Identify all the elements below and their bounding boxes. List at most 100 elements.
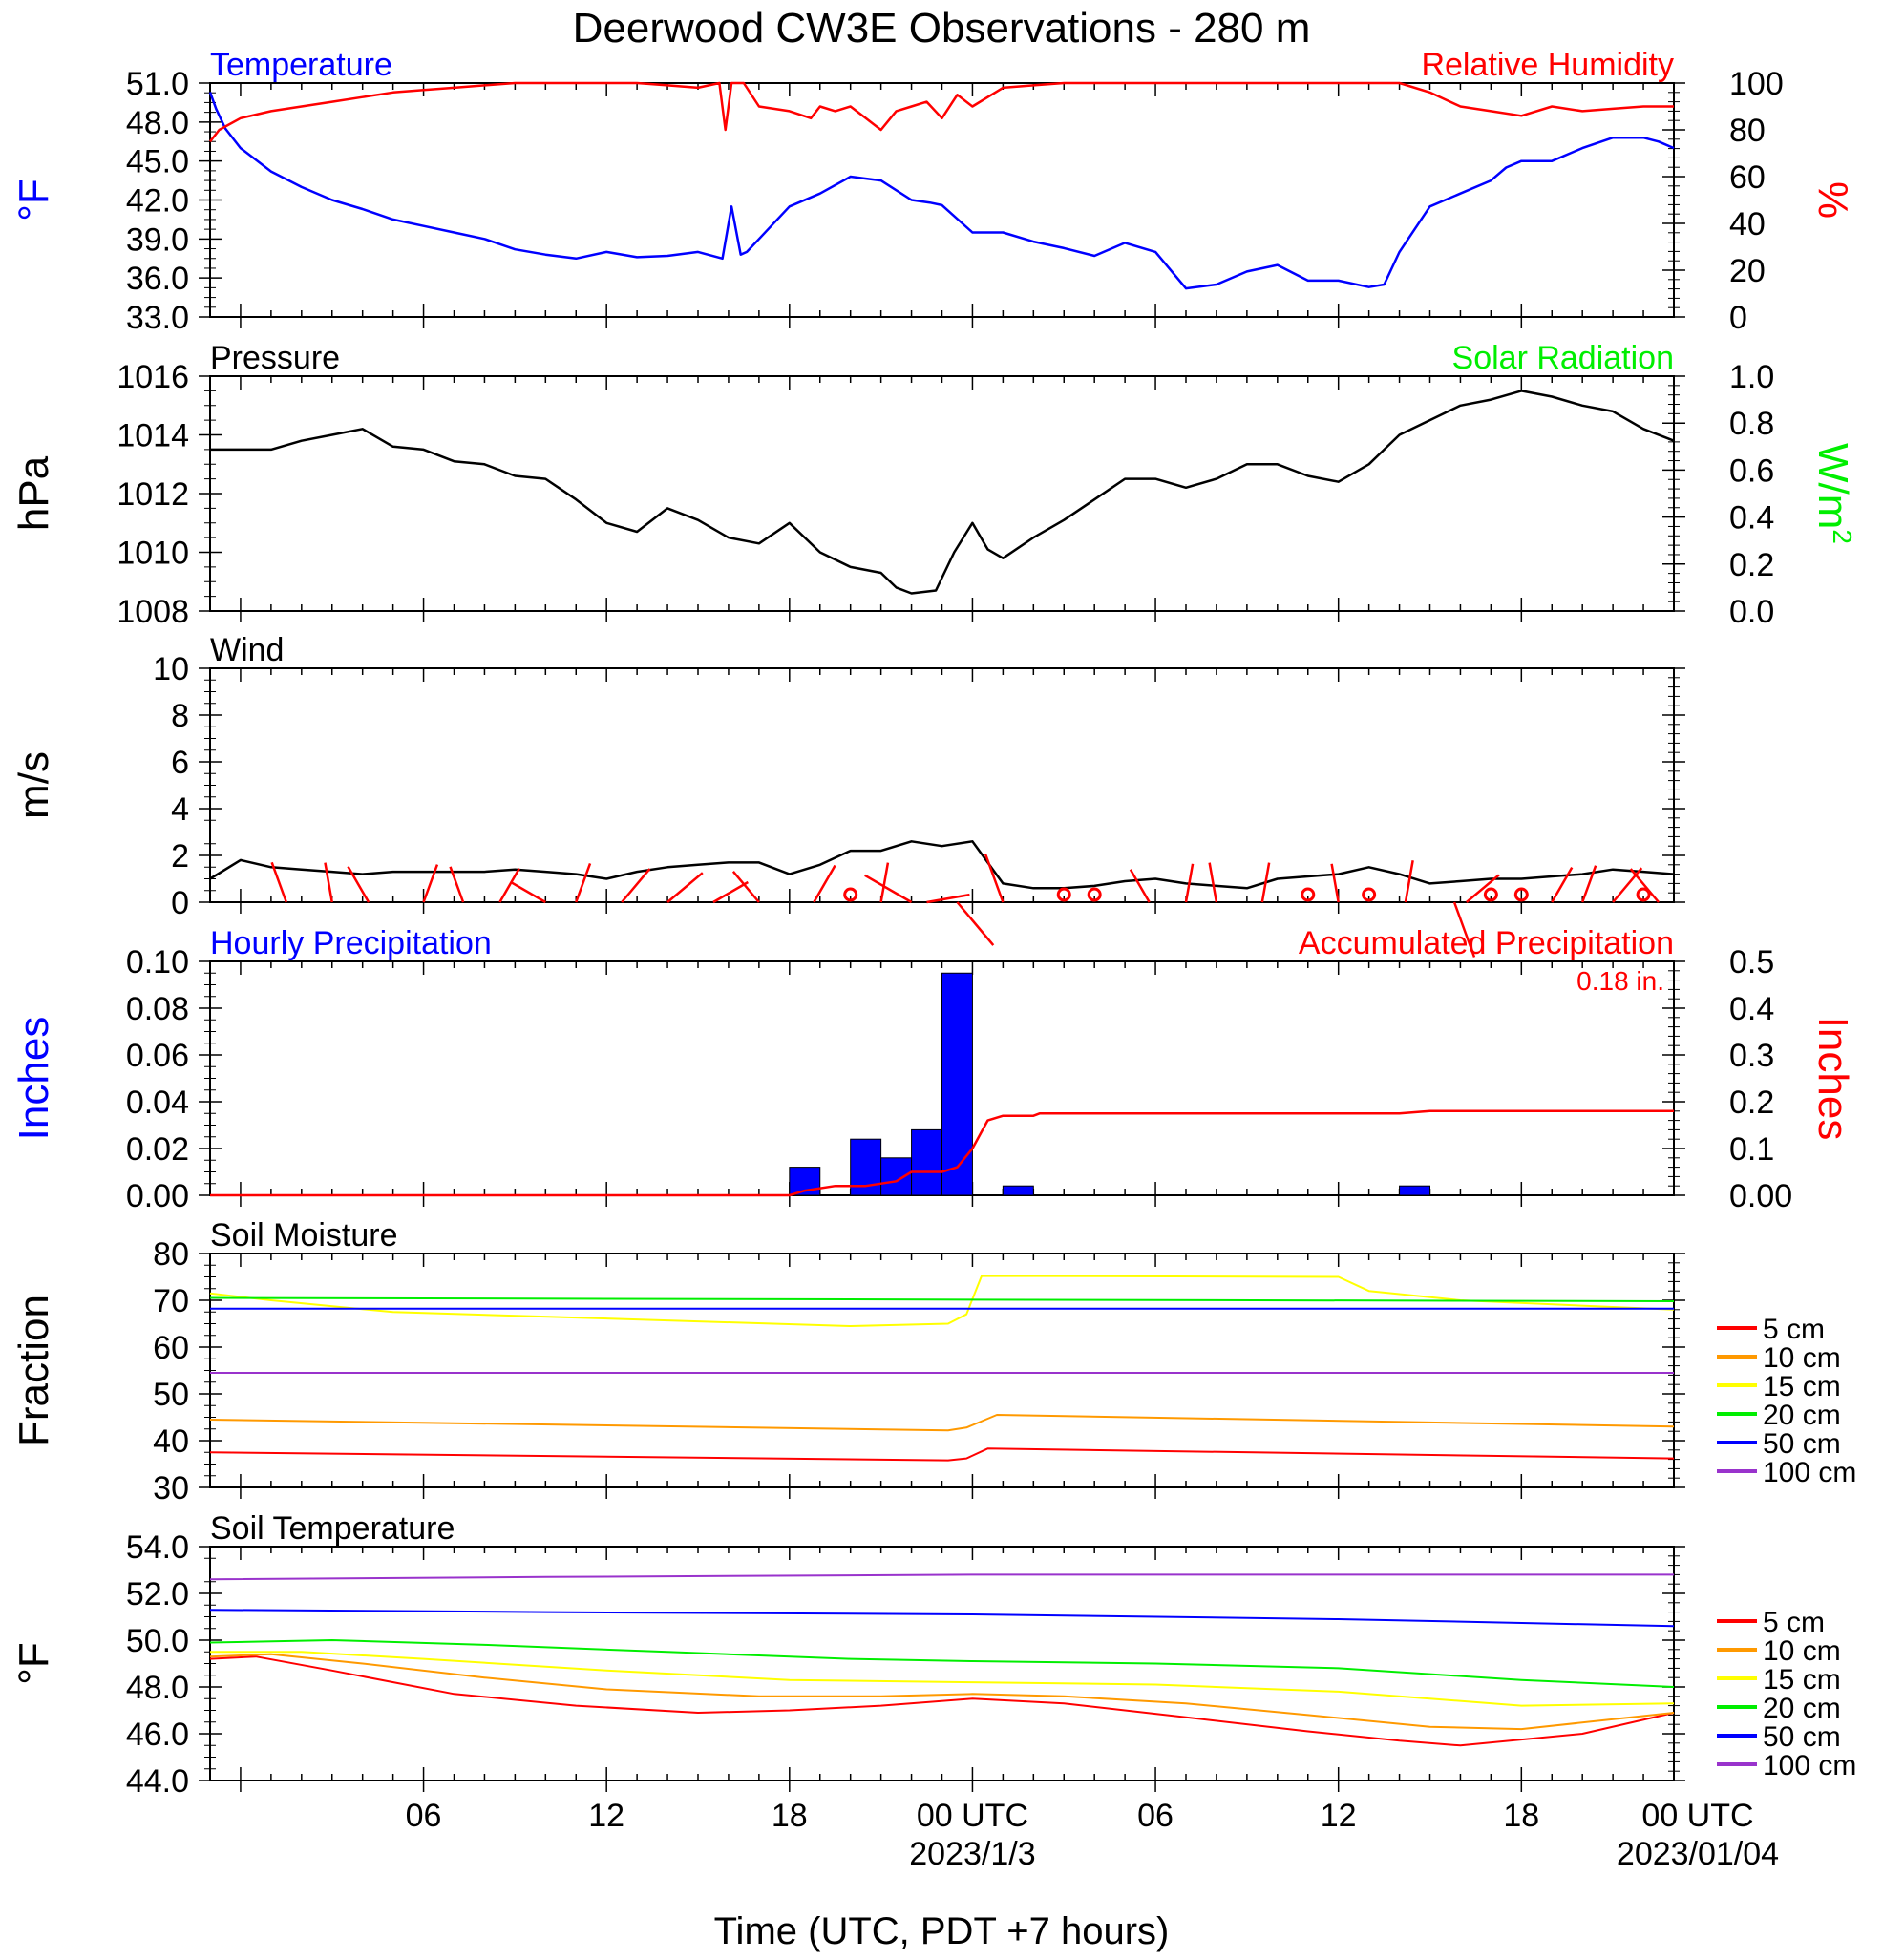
wind-calm-marker [1362,887,1377,902]
panel-temperature-humidity: 33.036.039.042.045.048.051.0 0 20 40 60 80 100… [11,47,1856,336]
y-tick-label-right: 40 [1729,206,1766,242]
y-tick-label-right: 0.00 [1729,1178,1792,1214]
y-tick-label-left: 0.10 [126,944,189,980]
wind-barb [449,866,465,903]
wind-calm-marker [1056,887,1071,902]
y-axis-label-left: Inches [11,1017,57,1141]
wind-barb [1330,863,1340,903]
y-tick-label-left: 0.00 [126,1178,189,1214]
wind-barb [1466,874,1500,903]
series-line-right [209,81,1674,143]
y-tick-label-left: 2 [171,838,189,875]
legend-entry: 100 cm [1763,1750,1856,1781]
wind-barb [1629,868,1660,903]
y-tick-label-right: 1.0 [1729,359,1774,395]
y-tick-label-right: 0 [1729,300,1747,336]
y-tick-label-right: 100 [1729,66,1784,102]
panel-title-left: Wind [210,632,284,668]
legend-entry: 5 cm [1763,1314,1825,1345]
y-axis-label-left: °F [11,179,57,221]
wind-barb [712,880,749,904]
plot-frame [209,667,1675,903]
y-tick-label-left: 0.04 [126,1085,189,1121]
wind-barb [575,862,592,903]
series-line-left [208,92,1675,290]
panel-title-left: Pressure [210,340,340,376]
series-line-20-cm [209,1296,1675,1302]
y-tick-label-left: 54.0 [126,1529,189,1566]
wind-barb [422,864,439,903]
y-tick-label-left: 1010 [116,536,189,572]
wind-barb [1452,901,1476,958]
y-tick-label-left: 70 [153,1283,189,1319]
x-tick-label: 06 [406,1798,442,1834]
series-line-right [210,1109,1674,1197]
y-tick-label-left: 0 [171,885,189,921]
y-tick-label-left: 44.0 [126,1763,189,1800]
wind-barb [1184,863,1195,903]
legend-entry: 15 cm [1763,1371,1841,1402]
series-line-5-cm [209,1655,1675,1747]
y-axis-label-right-superscript: 2 [1829,529,1858,544]
y-tick-label-left: 51.0 [126,66,189,102]
precip-bar [880,1157,913,1196]
x-tick-label: 18 [772,1798,808,1834]
x-tick-label: 12 [1321,1798,1357,1834]
y-tick-label-right: 0.5 [1729,944,1774,980]
x-tick-label: 00 UTC [1641,1798,1753,1834]
y-tick-label-left: 48.0 [126,1670,189,1706]
x-date-label: 2023/1/3 [909,1836,1035,1872]
y-tick-label-left: 50.0 [126,1623,189,1659]
y-tick-label-left: 1008 [116,594,189,630]
x-tick-label: 00 UTC [917,1798,1028,1834]
wind-barb [621,868,651,903]
wind-barb [956,901,995,946]
wind-barb [324,862,333,903]
y-tick-label-right: 0.2 [1729,1085,1774,1121]
y-tick-label-right: 0.0 [1729,594,1774,630]
chart-title: Deerwood CW3E Observations - 280 m [573,5,1311,52]
panels: 33.036.039.042.045.048.051.0020406080100… [11,47,1858,1800]
y-tick-label-right: 80 [1729,113,1766,149]
wind-barb [984,853,1005,903]
wind-barb [731,871,760,903]
wind-barb [498,868,520,903]
wind-calm-marker [1636,887,1651,902]
precip-bar [1002,1185,1034,1196]
series-line-10-cm [209,1414,1675,1432]
y-tick-label-left: 60 [153,1330,189,1366]
y-tick-label-left: 30 [153,1470,189,1507]
panel-precipitation: 0.00 0.02 0.04 0.06 0.08 0.10 0.00 0.1 0.2 0.3 0.4… [11,925,1856,1214]
panel-title-left: Soil Temperature [210,1510,455,1547]
y-tick-label-left: 52.0 [126,1576,189,1612]
legend-entry: 100 cm [1763,1457,1856,1488]
plot-frame [209,1253,1675,1488]
wind-barb [864,874,913,904]
y-axis-label-left: hPa [11,455,57,531]
y-tick-label-right: 0.3 [1729,1038,1774,1074]
legend-entry: 20 cm [1763,1400,1841,1431]
y-tick-label-left: 1012 [116,476,189,513]
x-tick-label: 06 [1137,1798,1174,1834]
legend-entry: 15 cm [1763,1664,1841,1696]
wind-barb [1260,862,1271,903]
wind-calm-marker [1483,887,1498,902]
x-tick-label: 12 [588,1798,624,1834]
y-tick-label-left: 0.02 [126,1131,189,1168]
wind-barb [1612,867,1643,903]
panel-title-left: Hourly Precipitation [210,925,492,961]
accumulated-total-label: 0.18 in. [1576,966,1664,996]
panel-soil-moisture: 30 40 50 60 70 80 Soil Moisture Fraction 5 cm10 … [11,1217,1856,1507]
y-axis-label-right: Inches [1809,1017,1856,1141]
y-tick-label-left: 1016 [116,359,189,395]
wind-barb [813,864,836,903]
series-line-left [209,840,1675,890]
y-axis-label-left: °F [11,1642,57,1684]
wind-calm-marker [1301,887,1316,902]
panel-title-left: Soil Moisture [210,1217,398,1254]
panel-soil-temperature: 44.0 46.0 48.0 50.0 52.0 54.0 Soil Temperature… [11,1510,1856,1800]
panel-title-right: Relative Humidity [1421,47,1674,83]
y-tick-label-left: 4 [171,791,189,828]
wind-barb [270,861,288,903]
